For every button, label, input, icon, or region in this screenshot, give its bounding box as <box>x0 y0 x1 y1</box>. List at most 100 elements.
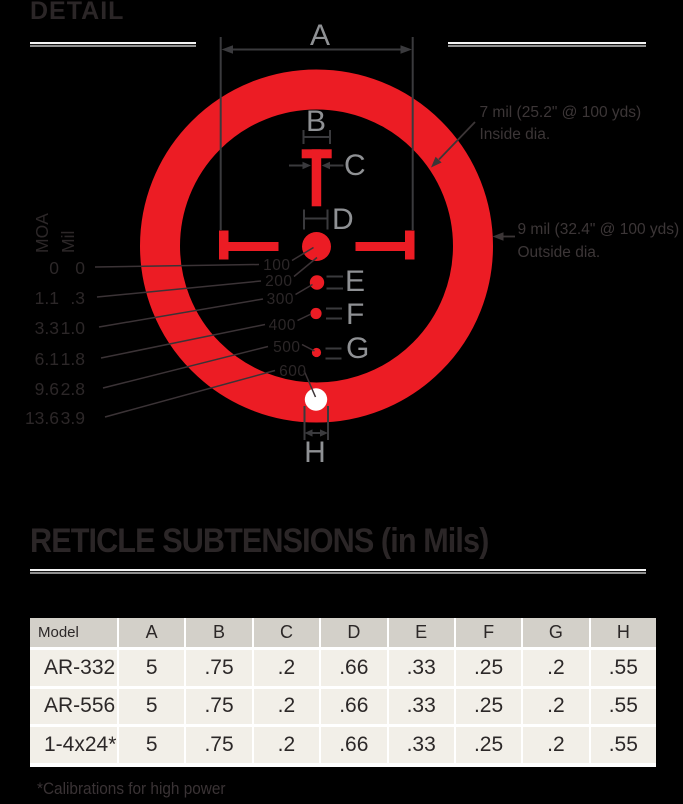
moa-column-header: MOA <box>32 213 52 253</box>
dim-a-arrow-left <box>221 45 233 54</box>
moa-value: 6.1 <box>35 349 59 369</box>
column-header-d: D <box>321 618 387 647</box>
dim-label-e: E <box>345 265 365 298</box>
outside-dia-text-line1: 9 mil (32.4" @ 100 yds) <box>518 221 680 238</box>
leader-line <box>98 298 264 328</box>
moa-value: 13.6 <box>25 408 59 428</box>
inside-dia-arrow-line <box>438 121 476 161</box>
divider-left <box>30 42 196 47</box>
leader-line <box>301 343 315 352</box>
leader-line <box>102 345 269 389</box>
table-value: .25 <box>455 727 522 763</box>
outside-dia-text-line2: Outside dia. <box>518 244 601 261</box>
dot-600-white <box>304 388 328 411</box>
column-header-b: B <box>186 618 252 647</box>
table-value: .2 <box>253 650 320 686</box>
detail-title: DETAIL <box>30 0 125 25</box>
moa-value: 3.3 <box>35 318 59 338</box>
leader-line <box>303 370 317 398</box>
reticle-diagram: A B C D E F G H MOA Mil 0 1.1 3.3 6.1 9.… <box>25 19 680 469</box>
mil-value: 1.0 <box>61 318 86 338</box>
table-value: .55 <box>590 727 656 763</box>
table-value: .66 <box>321 650 387 686</box>
table-value: 5 <box>119 650 185 686</box>
table-value: .25 <box>455 650 522 686</box>
leader-line <box>104 369 276 418</box>
dim-label-f: F <box>346 298 364 331</box>
dim-label-d: D <box>332 203 354 236</box>
table-value: .25 <box>455 688 522 724</box>
table-value: .33 <box>388 688 454 724</box>
table-value: .2 <box>523 727 589 763</box>
column-header-h: H <box>590 618 656 647</box>
dim-h-arrow-left <box>304 429 313 437</box>
yardage-label: 400 <box>269 317 296 334</box>
dim-label-c: C <box>344 149 366 182</box>
table-value: .33 <box>388 650 454 686</box>
table-value: 5 <box>119 688 185 724</box>
mil-value: 2.8 <box>61 379 85 399</box>
moa-value: 1.1 <box>35 288 59 308</box>
subtensions-table: Model A B C D E F G H AR-332 5 .75 .2 .6… <box>30 618 656 767</box>
table-value: .55 <box>590 650 656 686</box>
column-header-model: Model <box>30 618 117 647</box>
table-value: .66 <box>321 727 387 763</box>
mil-value: 1.8 <box>61 349 85 369</box>
inside-dia-text-line1: 7 mil (25.2" @ 100 yds) <box>480 104 642 121</box>
yardage-label: 300 <box>267 291 294 308</box>
column-header-g: G <box>523 618 589 647</box>
divider-subtensions <box>30 569 646 574</box>
column-header-f: F <box>455 618 522 647</box>
leader-line <box>293 256 318 278</box>
table-value: .2 <box>253 688 320 724</box>
table-value: 5 <box>119 727 185 763</box>
mil-column-header: Mil <box>58 231 78 253</box>
table-value: .75 <box>186 650 252 686</box>
table-value: .33 <box>388 727 454 763</box>
table-value: .75 <box>186 727 252 763</box>
leader-line <box>94 263 260 268</box>
reticle-right-bar-cap <box>405 230 415 260</box>
dot-300 <box>309 275 325 290</box>
reticle-right-bar <box>355 242 406 251</box>
dim-h-arrow-right <box>320 429 328 437</box>
column-header-c: C <box>253 618 320 647</box>
leader-line <box>96 280 262 298</box>
dim-label-g: G <box>346 332 369 365</box>
leader-line <box>297 313 312 322</box>
center-dot <box>302 232 331 261</box>
column-header-a: A <box>119 618 185 647</box>
table-value: .66 <box>321 688 387 724</box>
yardage-label: 100 <box>263 257 290 274</box>
dim-label-b: B <box>306 105 326 138</box>
dim-c-arrow-left <box>302 161 311 170</box>
yardage-label: 500 <box>273 339 300 356</box>
reticle-left-bar-cap <box>219 230 229 260</box>
column-header-e: E <box>388 618 454 647</box>
inside-dia-text-line2: Inside dia. <box>480 126 551 143</box>
yardage-label: 200 <box>265 273 292 290</box>
reticle-top-post-stem <box>311 149 322 207</box>
model-name: AR-332 <box>30 650 117 686</box>
calibration-footnote: *Calibrations for high power <box>37 780 226 798</box>
mil-value: 3.9 <box>61 408 85 428</box>
dim-label-a: A <box>310 19 330 52</box>
dot-400 <box>310 307 322 320</box>
table-value: .2 <box>523 650 589 686</box>
leader-line <box>295 283 313 296</box>
outside-dia-arrowhead <box>492 232 504 241</box>
dim-label-h: H <box>304 436 326 469</box>
leader-line <box>100 323 266 359</box>
divider-right <box>448 42 646 47</box>
inside-dia-arrowhead <box>431 156 442 168</box>
table-value: .75 <box>186 688 252 724</box>
leader-line <box>291 246 314 262</box>
table-value: .2 <box>523 688 589 724</box>
model-name: AR-556 <box>30 688 117 724</box>
dot-500 <box>311 347 322 358</box>
moa-value: 0 <box>49 258 59 278</box>
yardage-label: 600 <box>279 363 306 380</box>
table-value: .2 <box>253 727 320 763</box>
dim-a-arrow-right <box>400 45 412 54</box>
